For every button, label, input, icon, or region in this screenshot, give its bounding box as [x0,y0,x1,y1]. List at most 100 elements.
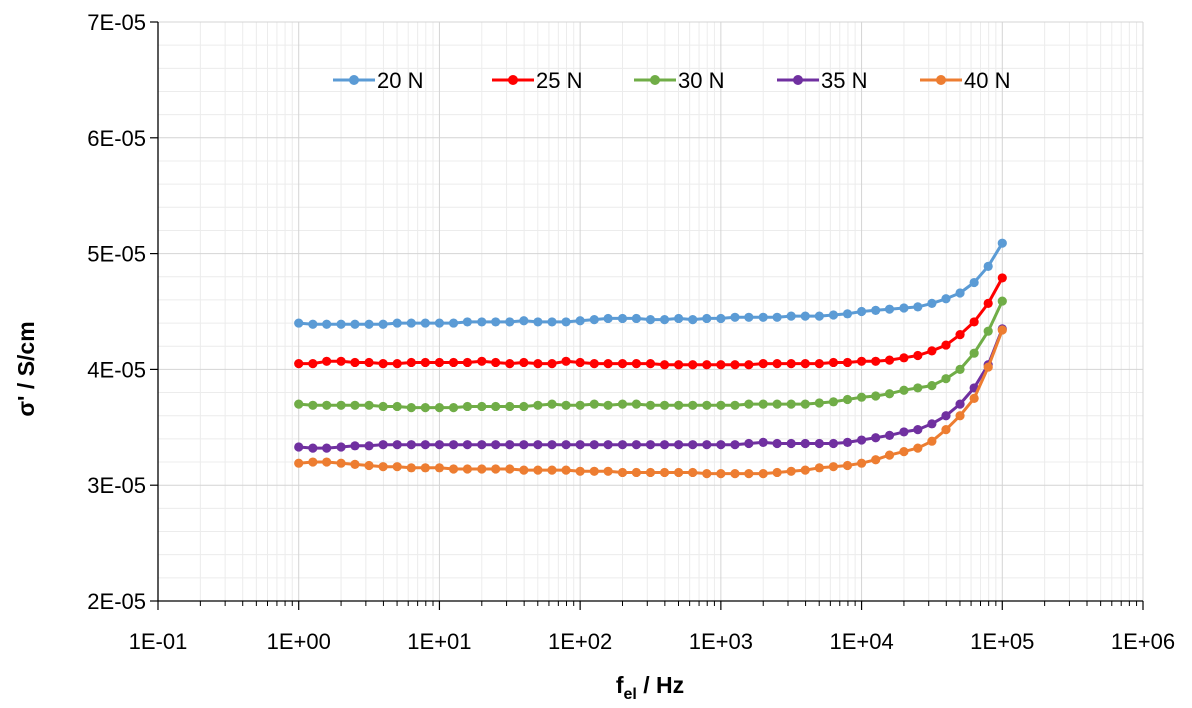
data-point [997,296,1007,306]
data-point [322,457,332,467]
legend-item: 20 N [333,68,423,93]
data-point [589,466,599,476]
data-point [941,411,951,421]
data-point [336,356,346,366]
data-point [547,317,557,327]
data-point [547,399,557,409]
data-point [856,392,867,402]
data-point [828,397,839,407]
data-point [645,440,656,450]
data-point [969,277,979,288]
legend-item: 40 N [920,68,1010,93]
data-point [308,443,318,453]
data-point [927,346,937,356]
data-point [392,440,402,450]
data-point [842,357,853,368]
data-point [969,348,979,358]
data-point [378,319,388,329]
data-point [688,440,698,450]
data-point [997,325,1007,335]
data-point [547,465,557,475]
data-point [674,467,684,478]
data-point [772,312,782,322]
data-point [589,359,599,369]
data-point [603,466,613,476]
data-point [688,400,698,410]
data-point [336,319,346,329]
data-point [744,360,754,370]
data-point [519,357,529,368]
data-point [645,400,656,410]
data-point [927,436,937,446]
data-point [716,313,726,324]
data-point [983,298,993,308]
data-point [561,356,571,366]
data-point [350,441,360,451]
data-point [772,467,782,478]
data-point [842,394,853,405]
y-tick-label: 5E-05 [87,242,146,267]
data-point [744,469,754,479]
data-point [575,466,585,476]
data-point [674,313,684,324]
data-point [308,319,318,329]
data-point [350,319,360,329]
data-point [462,440,472,450]
data-point [350,357,360,368]
data-point [800,359,810,369]
data-point [884,355,895,365]
data-point [828,357,839,368]
data-point [983,261,993,271]
data-point [434,463,445,473]
legend-item: 35 N [777,68,867,93]
data-point [448,403,459,413]
data-point [730,400,740,410]
data-point [505,317,515,327]
data-point [659,467,670,478]
data-point [392,318,402,328]
data-point [322,400,332,410]
data-point [561,440,571,450]
data-point [955,399,965,409]
data-point [941,425,951,435]
data-point [420,403,430,413]
data-point [575,400,585,410]
y-tick-label: 4E-05 [87,357,146,382]
data-point [927,419,937,429]
data-point [899,427,909,437]
data-point [899,303,909,313]
legend-swatch-marker [349,75,359,85]
data-point [617,313,628,324]
data-point [744,438,754,449]
data-point [434,403,445,413]
data-point [322,319,332,329]
data-point [505,464,515,474]
data-point [927,381,937,391]
data-point [969,393,979,403]
legend-item: 30 N [634,68,724,93]
legend: 20 N 25 N 30 N 35 N 40 N [333,68,1010,93]
data-point [856,306,867,317]
data-point [716,400,726,410]
data-point [336,400,346,410]
data-point [913,443,923,453]
data-point [575,316,585,326]
data-point [814,311,824,321]
data-point [702,313,712,324]
x-tick-label: 1E+00 [267,629,331,654]
data-point [997,238,1007,248]
data-point [758,312,768,322]
data-point [617,467,628,478]
data-point [561,317,571,327]
data-point [659,440,670,450]
data-point [491,440,501,450]
data-point [547,359,557,369]
data-point [491,317,501,327]
data-point [294,399,304,409]
data-point [631,399,641,409]
data-point [392,462,402,472]
data-point [434,357,445,368]
data-point [434,318,445,328]
data-point [308,457,318,467]
data-point [884,389,895,399]
